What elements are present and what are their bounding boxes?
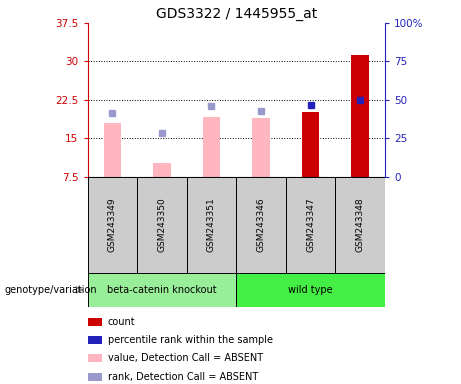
Text: GSM243347: GSM243347	[306, 197, 315, 252]
Bar	[351, 55, 369, 177]
Bar	[88, 336, 101, 344]
Text: value, Detection Call = ABSENT: value, Detection Call = ABSENT	[108, 353, 263, 364]
Bar	[153, 163, 171, 177]
Bar	[88, 373, 101, 381]
Text: percentile rank within the sample: percentile rank within the sample	[108, 335, 273, 345]
Bar	[187, 177, 236, 273]
Text: rank, Detection Call = ABSENT: rank, Detection Call = ABSENT	[108, 372, 258, 382]
Title: GDS3322 / 1445955_at: GDS3322 / 1445955_at	[156, 7, 317, 21]
Bar	[137, 177, 187, 273]
Bar	[252, 118, 270, 177]
Text: wild type: wild type	[288, 285, 333, 295]
Text: GSM243350: GSM243350	[157, 197, 166, 252]
Text: GSM243351: GSM243351	[207, 197, 216, 252]
Text: beta-catenin knockout: beta-catenin knockout	[107, 285, 217, 295]
Bar	[88, 177, 137, 273]
Bar	[88, 354, 101, 362]
Bar	[236, 177, 286, 273]
Bar	[302, 112, 319, 177]
Bar	[203, 117, 220, 177]
Bar	[88, 318, 101, 326]
Text: GSM243348: GSM243348	[355, 197, 365, 252]
Bar	[104, 123, 121, 177]
Bar	[336, 177, 385, 273]
Bar	[286, 177, 336, 273]
Bar	[88, 273, 236, 307]
Text: genotype/variation: genotype/variation	[5, 285, 97, 295]
Text: count: count	[108, 317, 136, 327]
Bar	[236, 273, 385, 307]
Text: GSM243346: GSM243346	[256, 197, 266, 252]
Text: GSM243349: GSM243349	[108, 197, 117, 252]
